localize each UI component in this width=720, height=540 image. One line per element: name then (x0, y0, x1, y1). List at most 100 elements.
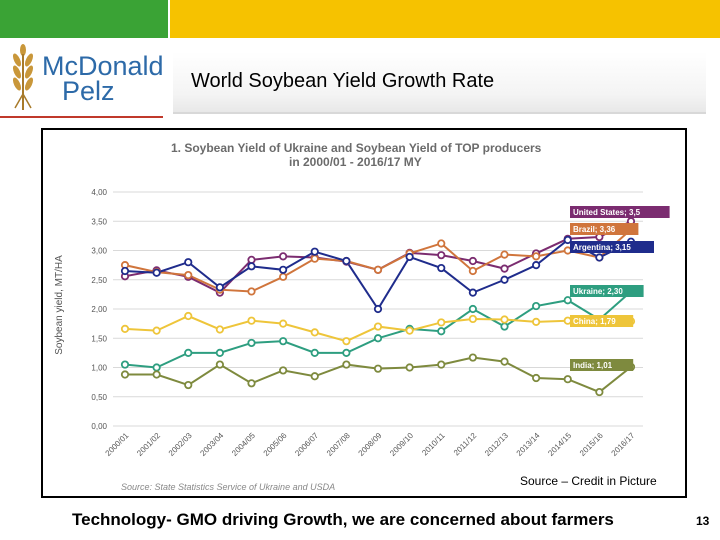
x-tick-label: 2010/11 (420, 431, 447, 458)
chart-area: 1. Soybean Yield of Ukraine and Soybean … (43, 130, 685, 496)
data-point (184, 270, 193, 280)
data-point (215, 325, 224, 334)
yellow-header-bar (170, 0, 720, 38)
data-point (152, 326, 161, 335)
data-point (532, 301, 541, 311)
data-point (152, 268, 161, 277)
x-tick-label: 2011/12 (452, 431, 479, 458)
data-point (532, 317, 541, 326)
data-point (342, 337, 351, 346)
x-tick-label: 2013/14 (515, 431, 542, 458)
data-point (120, 266, 130, 276)
data-point (310, 254, 319, 263)
y-tick-label: 1,50 (91, 334, 107, 343)
data-point (342, 256, 351, 266)
x-tick-label: 2001/02 (135, 431, 162, 458)
x-tick-label: 2016/17 (610, 431, 637, 458)
chart-title-line1: 1. Soybean Yield of Ukraine and Soybean … (171, 141, 542, 155)
data-point (184, 311, 193, 321)
data-point (342, 360, 351, 369)
data-point (247, 338, 256, 348)
x-tick-label: 2003/04 (198, 431, 225, 458)
data-point (310, 348, 319, 357)
data-point (405, 252, 414, 262)
end-label-china: China; 1,79 (573, 317, 616, 326)
data-point (184, 258, 193, 267)
data-point (532, 252, 541, 261)
data-point (563, 246, 572, 255)
x-tick-label: 2007/08 (325, 431, 352, 458)
data-point (152, 363, 161, 372)
data-point (532, 373, 541, 383)
x-tick-label: 2004/05 (230, 431, 257, 458)
data-point (595, 253, 604, 262)
end-label-box (570, 206, 670, 218)
data-point (279, 337, 288, 346)
data-point (247, 262, 256, 271)
end-label-box (570, 241, 654, 253)
data-point (279, 265, 288, 274)
line-chart: 1. Soybean Yield of Ukraine and Soybean … (54, 141, 670, 492)
data-point (468, 256, 477, 266)
x-tick-label: 2009/10 (388, 431, 415, 458)
end-label-ukraine: Ukraine; 2,30 (573, 287, 623, 296)
y-tick-label: 0,50 (91, 393, 107, 402)
company-logo: McDonald Pelz (4, 44, 164, 114)
data-point (468, 288, 477, 297)
data-point (184, 348, 193, 357)
data-point (184, 380, 193, 390)
data-point (563, 296, 572, 305)
data-point (437, 327, 446, 336)
data-point (500, 250, 509, 259)
data-point (500, 275, 509, 284)
data-point (468, 314, 477, 324)
footer-caption: Technology- GMO driving Growth, we are c… (72, 510, 614, 529)
data-point (500, 357, 509, 366)
x-tick-label: 2014/15 (546, 431, 573, 458)
y-axis-label: Soybean yield, MT/HA (54, 255, 65, 355)
data-point (437, 318, 446, 327)
data-point (215, 283, 224, 292)
x-tick-label: 2015/16 (578, 431, 605, 458)
data-point (310, 247, 319, 256)
data-point (532, 261, 541, 270)
data-point (120, 324, 130, 333)
data-point (500, 264, 509, 273)
end-label-brazil: Brazil; 3,36 (573, 225, 616, 234)
x-tick-label: 2008/09 (357, 431, 384, 458)
data-point (279, 319, 288, 328)
source-credit: Source – Credit in Picture (518, 473, 659, 489)
data-point (405, 326, 414, 335)
data-point (500, 315, 509, 324)
data-point (437, 360, 446, 369)
end-label-box (570, 223, 639, 235)
series-line-india (125, 356, 632, 394)
y-tick-label: 2,00 (91, 305, 107, 314)
data-point (215, 348, 224, 357)
data-point (373, 304, 383, 314)
x-tick-label: 2006/07 (293, 431, 320, 458)
x-tick-label: 2012/13 (483, 431, 510, 458)
chart-source-note: Source: State Statistics Service of Ukra… (121, 482, 335, 492)
green-header-bar (0, 0, 168, 38)
logo-underline (0, 116, 163, 118)
page-title: World Soybean Yield Growth Rate (191, 70, 495, 92)
logo-line2: Pelz (62, 76, 115, 106)
data-point (120, 370, 130, 379)
data-point (373, 322, 383, 331)
page-number: 13 (696, 514, 710, 528)
data-point (373, 265, 383, 274)
data-point (373, 334, 383, 343)
data-point (595, 387, 604, 397)
x-tick-label: 2000/01 (104, 431, 131, 458)
data-point (468, 266, 477, 276)
data-point (247, 255, 256, 264)
data-point (120, 360, 130, 369)
data-point (437, 251, 446, 260)
y-tick-label: 0,00 (91, 422, 107, 431)
data-point (437, 239, 446, 248)
data-point (152, 370, 161, 379)
data-point (247, 379, 256, 388)
data-point (468, 304, 477, 314)
end-label-box (570, 285, 644, 297)
